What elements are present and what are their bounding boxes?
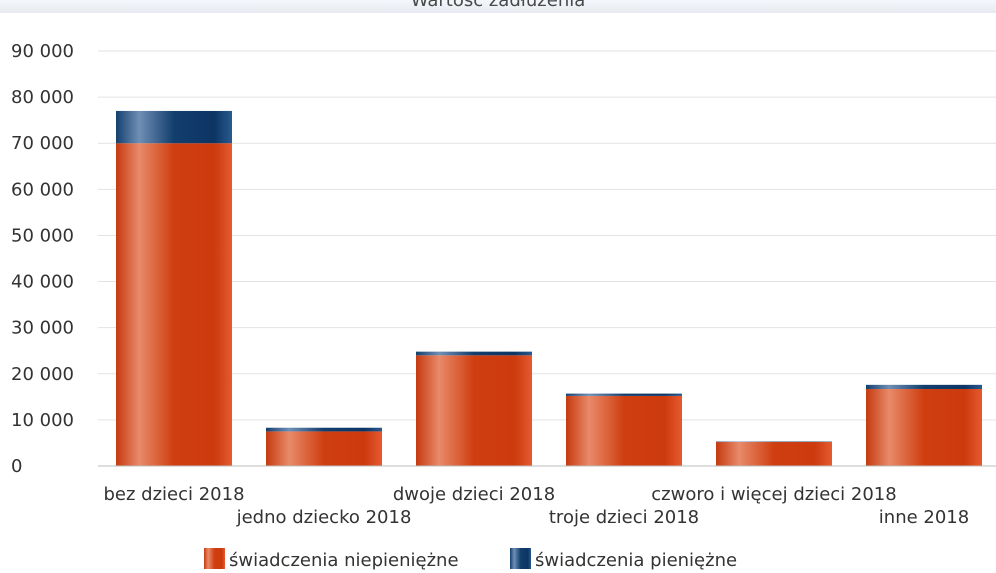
legend-label-swiadczenia-niepieniezne: świadczenia niepieniężne bbox=[229, 550, 459, 571]
x-tick-label: jedno dziecko 2018 bbox=[236, 507, 412, 528]
bar-swiadczenia-niepieniezne bbox=[266, 431, 382, 466]
x-tick-label: bez dzieci 2018 bbox=[103, 484, 244, 505]
y-tick-label: 30 000 bbox=[11, 318, 74, 339]
y-tick-label: 60 000 bbox=[11, 179, 74, 200]
legend-label-swiadczenia-pieniezne: świadczenia pieniężne bbox=[535, 550, 737, 571]
bar-swiadczenia-pieniezne bbox=[866, 384, 982, 389]
y-tick-label: 70 000 bbox=[11, 133, 74, 154]
y-tick-label: 50 000 bbox=[11, 225, 74, 246]
x-tick-label: troje dzieci 2018 bbox=[549, 507, 699, 528]
legend-swatch-swiadczenia-pieniezne bbox=[510, 548, 531, 569]
y-tick-label: 40 000 bbox=[11, 272, 74, 293]
bar-swiadczenia-niepieniezne bbox=[716, 442, 832, 466]
y-tick-label: 90 000 bbox=[11, 41, 74, 62]
y-tick-label: 80 000 bbox=[11, 87, 74, 108]
bar-swiadczenia-niepieniezne bbox=[866, 388, 982, 466]
bar-swiadczenia-niepieniezne bbox=[416, 355, 532, 466]
legend-swatch-swiadczenia-niepieniezne bbox=[204, 548, 225, 569]
bar-swiadczenia-pieniezne bbox=[116, 110, 232, 144]
bar-swiadczenia-pieniezne bbox=[266, 427, 382, 432]
top-strip bbox=[0, 0, 996, 13]
y-tick-label: 0 bbox=[11, 456, 22, 477]
x-tick-label: czworo i więcej dzieci 2018 bbox=[651, 484, 896, 505]
bar-swiadczenia-pieniezne bbox=[566, 393, 682, 396]
x-tick-label: dwoje dzieci 2018 bbox=[393, 484, 555, 505]
bar-swiadczenia-niepieniezne bbox=[116, 143, 232, 466]
chart-title: Wartość zadłużenia bbox=[410, 0, 586, 11]
bar-swiadczenia-niepieniezne bbox=[566, 395, 682, 466]
bar-swiadczenia-pieniezne bbox=[416, 351, 532, 356]
x-tick-label: inne 2018 bbox=[879, 507, 969, 528]
y-tick-label: 10 000 bbox=[11, 410, 74, 431]
y-tick-label: 20 000 bbox=[11, 364, 74, 385]
